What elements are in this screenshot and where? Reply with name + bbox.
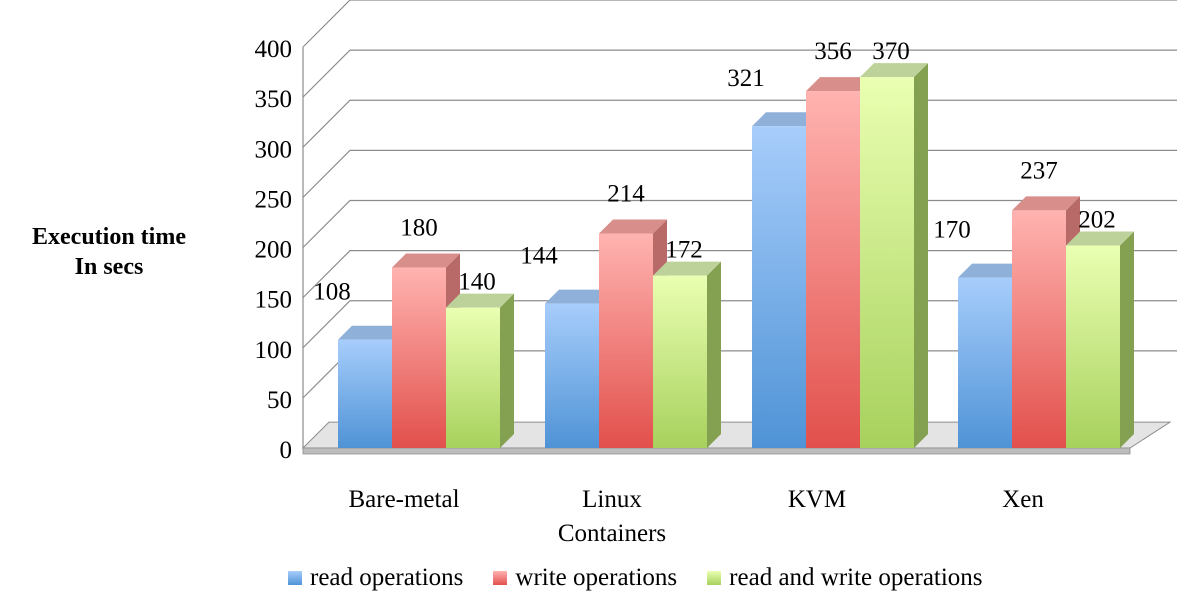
gridlines [302, 0, 1177, 448]
legend-swatch-read-write [707, 571, 722, 585]
y-tick-label: 150 [255, 287, 293, 314]
data-label-read-write-1: 172 [665, 237, 703, 264]
bar-read-write-2 [860, 63, 928, 448]
data-labels: 108 180 140 144 214 172 321 356 370 170 237 202 [313, 38, 1116, 306]
bar-top [392, 253, 460, 268]
bar-read-write-3 [1066, 231, 1134, 448]
data-label-read-write-0: 140 [458, 269, 496, 296]
y-axis-title-line-1: Execution time [32, 224, 186, 250]
data-label-write-1: 214 [607, 180, 645, 207]
legend-item-read: read operations [288, 564, 463, 592]
bar-top [860, 63, 928, 78]
y-axis-title: Execution time In secs [0, 222, 218, 282]
gridline [302, 99, 1177, 148]
legend-swatch-read [288, 571, 302, 585]
data-label-write-0: 180 [400, 215, 438, 242]
bar-top [1066, 231, 1134, 246]
bar-front [1012, 210, 1066, 448]
bar-top [446, 293, 514, 308]
legend-item-read-write: read and write operations [707, 564, 983, 592]
bar-top [653, 261, 721, 276]
legend-label-read: read operations [310, 564, 464, 591]
bar-top [806, 77, 874, 92]
bar-top [545, 289, 613, 304]
y-tick-label: 100 [255, 337, 293, 364]
bar-front [446, 307, 500, 448]
bar-front [392, 267, 446, 448]
data-label-read-0: 108 [313, 279, 351, 306]
y-tick-label: 50 [267, 387, 292, 414]
legend-item-write: write operations [493, 564, 677, 592]
y-tick-label: 250 [255, 186, 293, 213]
y-tick-label: 200 [255, 237, 293, 264]
bar-front [599, 233, 653, 448]
data-label-write-3: 237 [1020, 157, 1058, 184]
bar-front [958, 277, 1012, 448]
y-tick-label: 350 [255, 86, 293, 113]
gridline [302, 0, 1177, 48]
bar-side [707, 261, 721, 448]
bar-front [806, 91, 860, 449]
bar-top [752, 112, 820, 127]
category-label-1: Containers [558, 520, 666, 547]
bar-front [1066, 245, 1120, 448]
category-label-1: Linux [582, 486, 642, 513]
data-label-write-2: 356 [814, 38, 852, 65]
legend: read operations write operations read an… [288, 563, 983, 593]
bar-front [338, 339, 392, 448]
legend-label-read-write: read and write operations [729, 564, 983, 591]
legend-label-write: write operations [515, 564, 678, 591]
legend-swatch-write [493, 571, 508, 585]
data-label-read-write-3: 202 [1078, 206, 1116, 233]
bars [338, 63, 1134, 449]
bar-front [653, 275, 707, 448]
y-tick-label: 400 [255, 36, 293, 63]
y-tick-label: 300 [255, 136, 293, 163]
category-label-3: Xen [1002, 486, 1044, 513]
bar-top [958, 263, 1026, 278]
bar-read-write-0 [446, 293, 514, 448]
y-axis-title-line-2: In secs [74, 254, 144, 280]
category-label-0: Bare-metal [348, 486, 459, 513]
bar-front [860, 77, 914, 448]
y-tick-label: 0 [280, 437, 293, 464]
y-axis-ticks: 0 50 100 150 200 250 300 350 400 [255, 36, 293, 464]
chart-floor [301, 421, 1172, 455]
data-label-read-write-2: 370 [872, 38, 910, 65]
category-label-2: KVM [788, 486, 846, 513]
bar-top [1012, 196, 1080, 211]
bar-top [599, 219, 667, 234]
data-label-read-1: 144 [520, 243, 558, 270]
gridline [302, 49, 1177, 98]
bar-front [545, 303, 599, 448]
floor-edge [302, 447, 1131, 455]
bar-side [914, 63, 928, 448]
bar-front [752, 126, 806, 448]
bar-read-write-1 [653, 261, 721, 448]
x-axis-categories: Bare-metal Linux Containers KVM Xen [348, 486, 1044, 547]
bar-side [500, 293, 514, 448]
bar-side [1120, 231, 1134, 448]
bar-top [338, 325, 406, 340]
data-label-read-3: 170 [933, 217, 971, 244]
data-label-read-2: 321 [727, 65, 765, 92]
